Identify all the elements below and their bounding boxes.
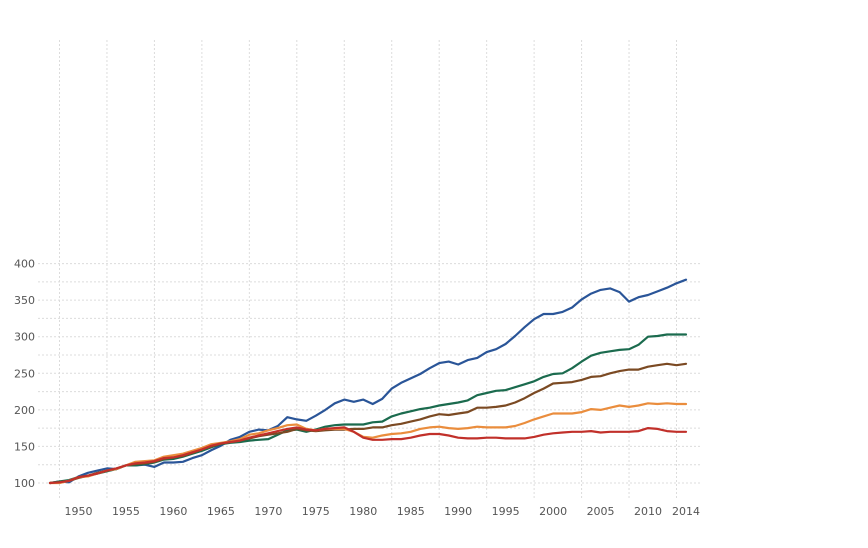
x-tick-label: 1950	[64, 505, 92, 518]
x-tick-label: 2000	[539, 505, 567, 518]
x-tick-label: 1960	[159, 505, 187, 518]
x-tick-label: 1970	[254, 505, 282, 518]
y-tick-label: 150	[14, 440, 35, 453]
x-tick-label: 1955	[112, 505, 140, 518]
y-tick-label: 300	[14, 331, 35, 344]
y-tick-label: 400	[14, 258, 35, 271]
x-tick-label: 1985	[397, 505, 425, 518]
y-tick-label: 350	[14, 294, 35, 307]
x-axis-ticks: 1950 1955 1960 1965 1970 1975 1980 1985 1990 1995…	[64, 505, 700, 518]
y-axis-ticks: 100 150 200 250 300 350 400	[14, 258, 35, 490]
y-tick-label: 100	[14, 477, 35, 490]
x-tick-label: 2014	[672, 505, 700, 518]
x-tick-label: 1980	[349, 505, 377, 518]
y-tick-label: 200	[14, 404, 35, 417]
grid-lines	[38, 40, 700, 500]
x-tick-label: 1995	[492, 505, 520, 518]
x-tick-label: 1975	[302, 505, 330, 518]
series-line-5	[48, 426, 688, 485]
series-line-4	[48, 402, 688, 485]
x-tick-label: 1965	[207, 505, 235, 518]
x-tick-label: 2005	[587, 505, 615, 518]
x-tick-label: 2010	[634, 505, 662, 518]
series-line-1	[48, 278, 688, 485]
x-tick-label: 1990	[444, 505, 472, 518]
series-lines	[48, 278, 688, 485]
y-tick-label: 250	[14, 367, 35, 380]
